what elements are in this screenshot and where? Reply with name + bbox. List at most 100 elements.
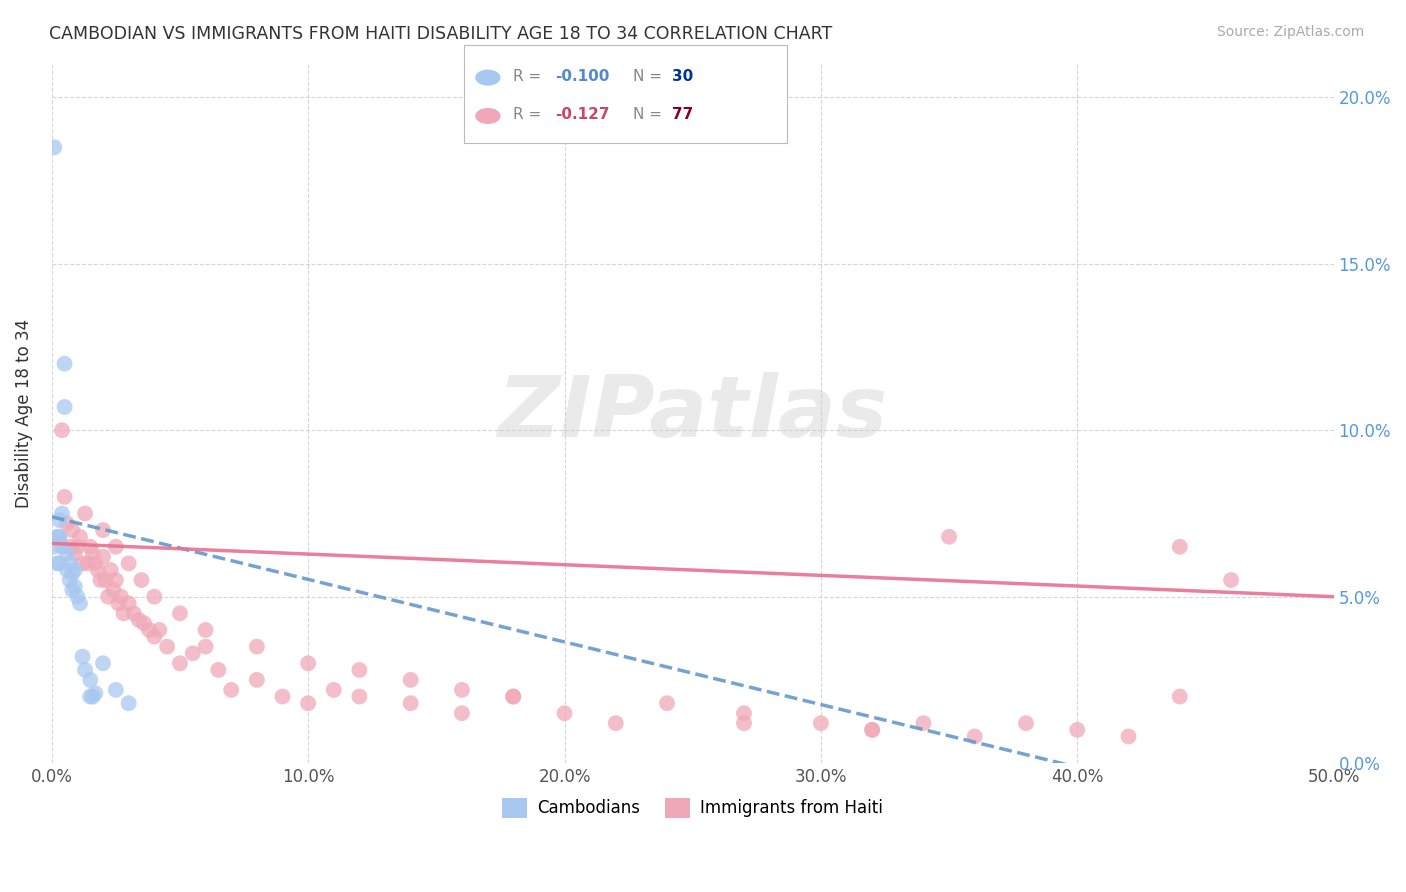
Point: [48, 530, 70, 544]
Point: [94, 573, 117, 587]
Point: [66, 540, 89, 554]
Point: [63, 563, 86, 577]
Point: [322, 682, 344, 697]
Point: [605, 716, 627, 731]
Point: [59, 573, 82, 587]
Point: [860, 723, 883, 737]
Point: [132, 616, 155, 631]
Point: [502, 690, 524, 704]
Text: N =: N =: [633, 107, 666, 122]
Point: [131, 573, 153, 587]
Point: [107, 596, 129, 610]
Point: [118, 557, 141, 571]
Point: [1015, 716, 1038, 731]
Point: [207, 663, 229, 677]
Point: [118, 596, 141, 610]
Point: [69, 596, 91, 610]
Point: [84, 686, 107, 700]
Point: [143, 630, 166, 644]
Point: [91, 657, 114, 671]
Point: [51, 507, 73, 521]
Point: [87, 563, 110, 577]
Point: [271, 690, 294, 704]
Point: [51, 540, 73, 554]
Point: [60, 566, 83, 581]
Point: [912, 716, 935, 731]
Point: [122, 607, 145, 621]
Point: [733, 716, 755, 731]
Point: [860, 723, 883, 737]
Point: [246, 673, 269, 687]
Point: [1118, 730, 1140, 744]
Point: [60, 523, 83, 537]
Point: [399, 673, 422, 687]
Point: [44, 140, 66, 154]
Point: [82, 546, 104, 560]
Point: [79, 690, 101, 704]
Point: [451, 706, 474, 721]
Point: [60, 582, 83, 597]
Point: [143, 590, 166, 604]
Point: [194, 640, 217, 654]
Text: -0.127: -0.127: [555, 107, 610, 122]
Point: [1168, 540, 1191, 554]
Point: [655, 696, 678, 710]
Point: [66, 590, 89, 604]
Point: [104, 682, 127, 697]
Point: [349, 690, 371, 704]
Point: [63, 580, 86, 594]
Point: [502, 690, 524, 704]
Point: [1168, 690, 1191, 704]
Point: [82, 690, 104, 704]
Point: [76, 557, 98, 571]
Point: [118, 696, 141, 710]
Text: Source: ZipAtlas.com: Source: ZipAtlas.com: [1216, 25, 1364, 39]
Point: [91, 523, 114, 537]
Point: [103, 582, 125, 597]
Point: [104, 573, 127, 587]
Point: [63, 546, 86, 560]
Point: [53, 490, 76, 504]
Text: R =: R =: [513, 69, 547, 84]
Point: [89, 573, 111, 587]
Point: [45, 557, 67, 571]
Point: [349, 663, 371, 677]
Point: [56, 563, 79, 577]
Point: [156, 640, 179, 654]
Point: [48, 513, 70, 527]
Point: [194, 623, 217, 637]
Point: [169, 607, 191, 621]
Point: [75, 507, 97, 521]
Point: [297, 696, 319, 710]
Point: [399, 696, 422, 710]
Text: 30: 30: [672, 69, 693, 84]
Point: [79, 673, 101, 687]
Point: [75, 663, 97, 677]
Point: [100, 563, 122, 577]
Point: [169, 657, 191, 671]
Point: [84, 557, 107, 571]
Point: [79, 540, 101, 554]
Point: [181, 646, 204, 660]
Point: [138, 623, 160, 637]
Point: [148, 623, 170, 637]
Point: [1220, 573, 1243, 587]
Point: [48, 557, 70, 571]
Text: CAMBODIAN VS IMMIGRANTS FROM HAITI DISABILITY AGE 18 TO 34 CORRELATION CHART: CAMBODIAN VS IMMIGRANTS FROM HAITI DISAB…: [49, 25, 832, 43]
Point: [45, 530, 67, 544]
Point: [56, 516, 79, 531]
Point: [733, 706, 755, 721]
Point: [59, 557, 82, 571]
Point: [72, 649, 94, 664]
Point: [48, 530, 70, 544]
Text: N =: N =: [633, 69, 666, 84]
Point: [91, 549, 114, 564]
Point: [1066, 723, 1088, 737]
Point: [297, 657, 319, 671]
Point: [963, 730, 986, 744]
Text: ZIPatlas: ZIPatlas: [498, 372, 887, 455]
Legend: Cambodians, Immigrants from Haiti: Cambodians, Immigrants from Haiti: [495, 791, 890, 825]
Text: -0.100: -0.100: [555, 69, 610, 84]
Text: 77: 77: [672, 107, 693, 122]
Point: [938, 530, 960, 544]
